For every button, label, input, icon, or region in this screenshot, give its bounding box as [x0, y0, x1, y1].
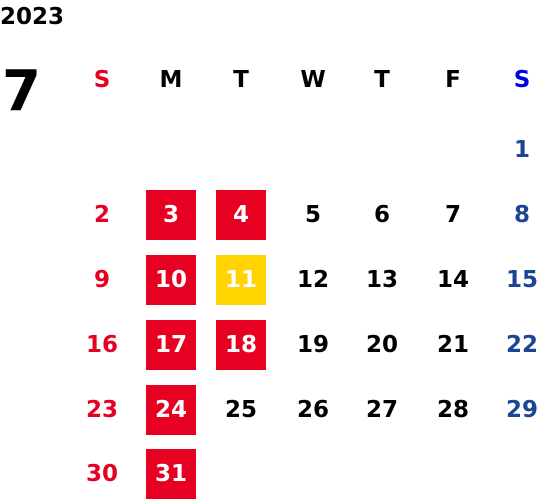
day-cell-9: 9 [93, 267, 110, 293]
day-cell-5: 5 [304, 202, 321, 228]
day-cell-4: 4 [216, 190, 266, 240]
weekday-header-thursday: T [374, 67, 390, 93]
day-cell-21: 21 [436, 332, 469, 358]
day-cell-31: 31 [146, 449, 196, 499]
day-cell-17: 17 [146, 320, 196, 370]
day-cell-15: 15 [505, 267, 538, 293]
day-cell-10: 10 [146, 255, 196, 305]
day-cell-2: 2 [93, 202, 110, 228]
day-cell-16: 16 [85, 332, 118, 358]
day-cell-26: 26 [296, 397, 329, 423]
day-cell-14: 14 [436, 267, 469, 293]
day-cell-27: 27 [365, 397, 398, 423]
day-cell-18: 18 [216, 320, 266, 370]
day-cell-20: 20 [365, 332, 398, 358]
day-cell-29: 29 [505, 397, 538, 423]
weekday-header-monday: M [159, 67, 183, 93]
weekday-header-wednesday: W [300, 67, 326, 93]
weekday-header-tuesday: T [233, 67, 249, 93]
day-cell-24: 24 [146, 385, 196, 435]
day-cell-11: 11 [216, 255, 266, 305]
year-label: 2023 [0, 4, 65, 30]
day-cell-25: 25 [224, 397, 257, 423]
day-cell-22: 22 [505, 332, 538, 358]
day-cell-23: 23 [85, 397, 118, 423]
day-cell-3: 3 [146, 190, 196, 240]
day-cell-1: 1 [513, 137, 530, 163]
day-cell-28: 28 [436, 397, 469, 423]
day-cell-30: 30 [85, 461, 118, 487]
day-cell-6: 6 [373, 202, 390, 228]
day-cell-8: 8 [513, 202, 530, 228]
day-cell-13: 13 [365, 267, 398, 293]
weekday-header-saturday: S [513, 67, 531, 93]
day-cell-19: 19 [296, 332, 329, 358]
day-cell-12: 12 [296, 267, 329, 293]
weekday-header-friday: F [445, 67, 461, 93]
month-number: 7 [2, 59, 41, 124]
weekday-header-sunday: S [93, 67, 111, 93]
day-cell-7: 7 [444, 202, 461, 228]
